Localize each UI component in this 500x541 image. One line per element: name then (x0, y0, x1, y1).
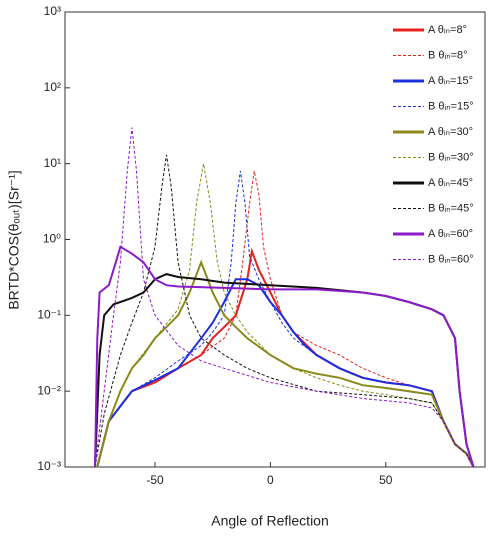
series-line (94, 273, 475, 468)
y-tick-label: 10¹ (44, 156, 61, 170)
legend-label: B θᵢₙ=45° (428, 202, 474, 214)
series-line (96, 163, 474, 468)
y-tick-label: 10⁻¹ (37, 308, 61, 322)
series-line (96, 278, 475, 468)
series-line (96, 170, 474, 468)
legend-label: A θᵢₙ=15° (428, 75, 473, 87)
series-line (94, 154, 474, 468)
x-tick-label: 50 (379, 473, 393, 487)
series-line (96, 170, 474, 468)
legend-label: B θᵢₙ=30° (428, 151, 474, 163)
y-tick-label: 10³ (44, 4, 61, 18)
legend-label: B θᵢₙ=60° (428, 253, 474, 265)
legend-label: A θᵢₙ=30° (428, 126, 473, 138)
y-tick-label: 10⁻² (37, 383, 61, 397)
y-tick-label: 10⁰ (43, 232, 61, 246)
x-tick-label: 0 (267, 473, 274, 487)
series-line (94, 245, 475, 468)
y-tick-label: 10⁻³ (37, 459, 61, 473)
x-axis-label: Angle of Reflection (211, 513, 329, 529)
x-tick-label: -50 (146, 473, 164, 487)
y-tick-label: 10² (44, 80, 61, 94)
y-axis-label: BRTD*COS(θₒᵤₜ)[Sr⁻¹] (6, 170, 22, 309)
legend-label: B θᵢₙ=8° (428, 49, 468, 61)
legend-label: A θᵢₙ=45° (428, 177, 473, 189)
legend-label: A θᵢₙ=60° (428, 228, 473, 240)
legend-label: A θᵢₙ=8° (428, 24, 467, 36)
series-line (94, 127, 474, 468)
series-line (96, 259, 475, 468)
series-line (96, 247, 475, 468)
legend-label: B θᵢₙ=15° (428, 100, 474, 112)
